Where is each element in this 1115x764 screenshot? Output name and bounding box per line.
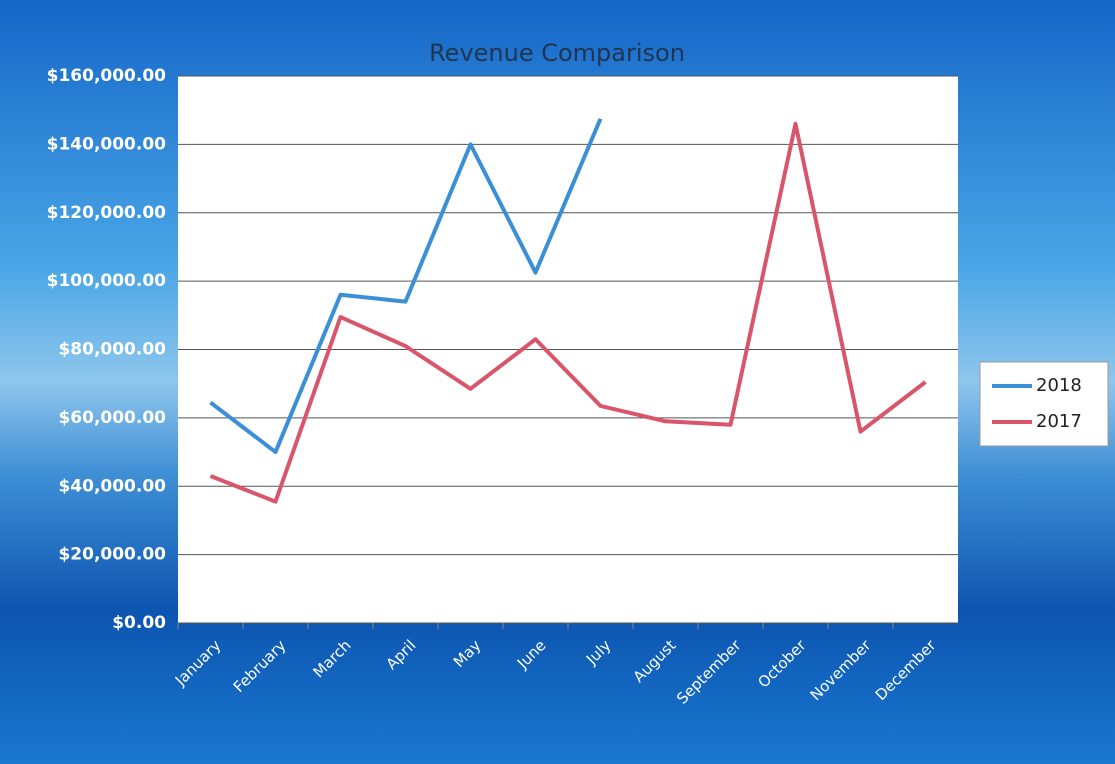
y-tick-label: $160,000.00 — [47, 66, 167, 86]
series-line — [209, 117, 603, 455]
legend-box — [979, 361, 1109, 447]
y-tick-label: $20,000.00 — [58, 545, 166, 565]
y-tick-label: $0.00 — [112, 613, 166, 633]
legend-label: 2018 — [1036, 375, 1082, 396]
y-tick-label: $40,000.00 — [58, 476, 166, 496]
y-tick-label: $120,000.00 — [47, 203, 167, 223]
legend-label: 2017 — [1036, 411, 1082, 432]
y-tick-label: $80,000.00 — [58, 340, 166, 360]
y-tick-label: $100,000.00 — [47, 271, 167, 291]
y-tick-label: $140,000.00 — [47, 134, 167, 154]
series-line — [209, 121, 927, 504]
chart-title: Revenue Comparison — [429, 39, 685, 67]
y-tick-label: $60,000.00 — [58, 408, 166, 428]
